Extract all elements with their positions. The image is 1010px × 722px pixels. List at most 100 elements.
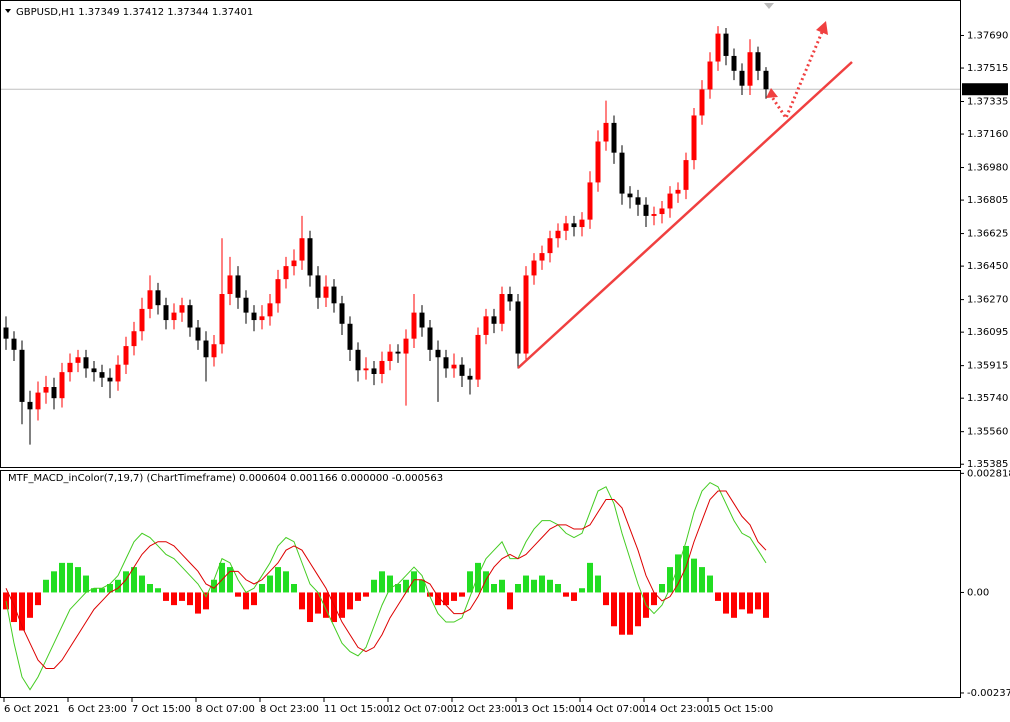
arrow-head xyxy=(816,21,828,35)
candle-body xyxy=(491,316,497,324)
x-tick-label: 6 Oct 2021 xyxy=(4,704,59,715)
candle-body xyxy=(59,372,65,399)
candle-body xyxy=(27,401,33,410)
histogram-bar xyxy=(723,592,729,614)
candle-body xyxy=(523,275,529,354)
candle-body xyxy=(419,312,425,328)
histogram-bar xyxy=(35,592,41,606)
shift-marker xyxy=(764,3,774,9)
histogram-bar xyxy=(251,592,257,606)
candle-body xyxy=(3,327,9,339)
candle-body xyxy=(99,372,105,378)
candle-body xyxy=(475,334,481,380)
candle-body xyxy=(515,301,521,354)
candle-body xyxy=(699,89,705,116)
candle-body xyxy=(267,303,273,317)
indicator-line xyxy=(5,490,767,670)
y-tick-label: 1.37160 xyxy=(967,129,1008,140)
histogram-bar xyxy=(627,592,633,635)
histogram-bar xyxy=(227,567,233,593)
indicator-panel-frame xyxy=(0,470,961,698)
y-tick-label: 1.37335 xyxy=(967,97,1008,108)
candle-body xyxy=(347,323,353,350)
histogram-bar xyxy=(59,562,65,593)
histogram-bar xyxy=(595,575,601,593)
candle-body xyxy=(163,305,169,321)
panel-menu-icon[interactable] xyxy=(5,9,11,13)
y-tick-label: 1.37515 xyxy=(967,63,1008,74)
histogram-bar xyxy=(379,571,385,593)
histogram-bar xyxy=(331,592,337,623)
candle-body xyxy=(275,279,281,304)
histogram-bar xyxy=(147,584,153,593)
histogram-bar xyxy=(387,575,393,593)
histogram-bar xyxy=(683,545,689,593)
histogram-bar xyxy=(475,562,481,593)
histogram-bar xyxy=(531,579,537,593)
candle-body xyxy=(307,238,313,276)
candle-body xyxy=(123,346,129,365)
histogram-bar xyxy=(491,584,497,593)
y-tick-label: 0.00 xyxy=(967,587,989,598)
histogram-bar xyxy=(419,579,425,593)
histogram-bar xyxy=(11,592,17,623)
candle-body xyxy=(731,55,737,71)
histogram-bar xyxy=(483,571,489,593)
histogram-bar xyxy=(651,592,657,606)
histogram-bar xyxy=(347,592,353,610)
candle-body xyxy=(259,316,265,321)
candle-body xyxy=(555,230,561,239)
histogram-bar xyxy=(203,592,209,610)
candle-body xyxy=(323,286,329,298)
candle-body xyxy=(723,33,729,56)
histogram-bar xyxy=(427,592,433,597)
histogram-bar xyxy=(539,575,545,593)
candle-body xyxy=(283,266,289,280)
histogram-bar xyxy=(155,588,161,593)
histogram-bar xyxy=(523,575,529,593)
candle-body xyxy=(395,351,401,354)
candle-body xyxy=(115,364,121,382)
candle-body xyxy=(675,189,681,194)
candle-body xyxy=(451,364,457,369)
candle-body xyxy=(619,152,625,194)
histogram-bar xyxy=(451,592,457,601)
histogram-bar xyxy=(115,579,121,593)
candle-body xyxy=(187,305,193,328)
candle-body xyxy=(763,70,769,90)
histogram-bar xyxy=(579,588,585,593)
histogram-bar xyxy=(755,592,761,610)
candle-body xyxy=(147,290,153,309)
histogram-bar xyxy=(195,592,201,614)
candle-body xyxy=(291,260,297,267)
x-tick-label: 11 Oct 15:00 xyxy=(324,704,389,715)
candle-body xyxy=(755,52,761,71)
last-price-box xyxy=(962,83,1008,96)
candle-body xyxy=(339,303,345,324)
candle-body xyxy=(667,193,673,209)
candle-body xyxy=(91,368,97,373)
candle-body xyxy=(747,52,753,86)
candle-body xyxy=(691,115,697,161)
x-tick-label: 14 Oct 23:00 xyxy=(644,704,709,715)
candle-body xyxy=(155,290,161,306)
histogram-bar xyxy=(27,592,33,618)
candle-body xyxy=(531,260,537,276)
candle-body xyxy=(19,349,25,402)
histogram-bar xyxy=(355,592,361,601)
candle-body xyxy=(203,340,209,358)
candle-body xyxy=(435,349,441,358)
candle-body xyxy=(715,33,721,62)
histogram-bar xyxy=(731,592,737,618)
histogram-bar xyxy=(283,571,289,593)
candle-body xyxy=(483,316,489,335)
last-price-label: 1.37401 xyxy=(966,84,1007,95)
x-tick-label: 13 Oct 15:00 xyxy=(516,704,581,715)
candle-body xyxy=(427,327,433,350)
x-tick-label: 15 Oct 15:00 xyxy=(708,704,773,715)
histogram-bar xyxy=(563,592,569,597)
histogram-bar xyxy=(235,592,241,597)
y-tick-label: 1.35560 xyxy=(967,427,1008,438)
